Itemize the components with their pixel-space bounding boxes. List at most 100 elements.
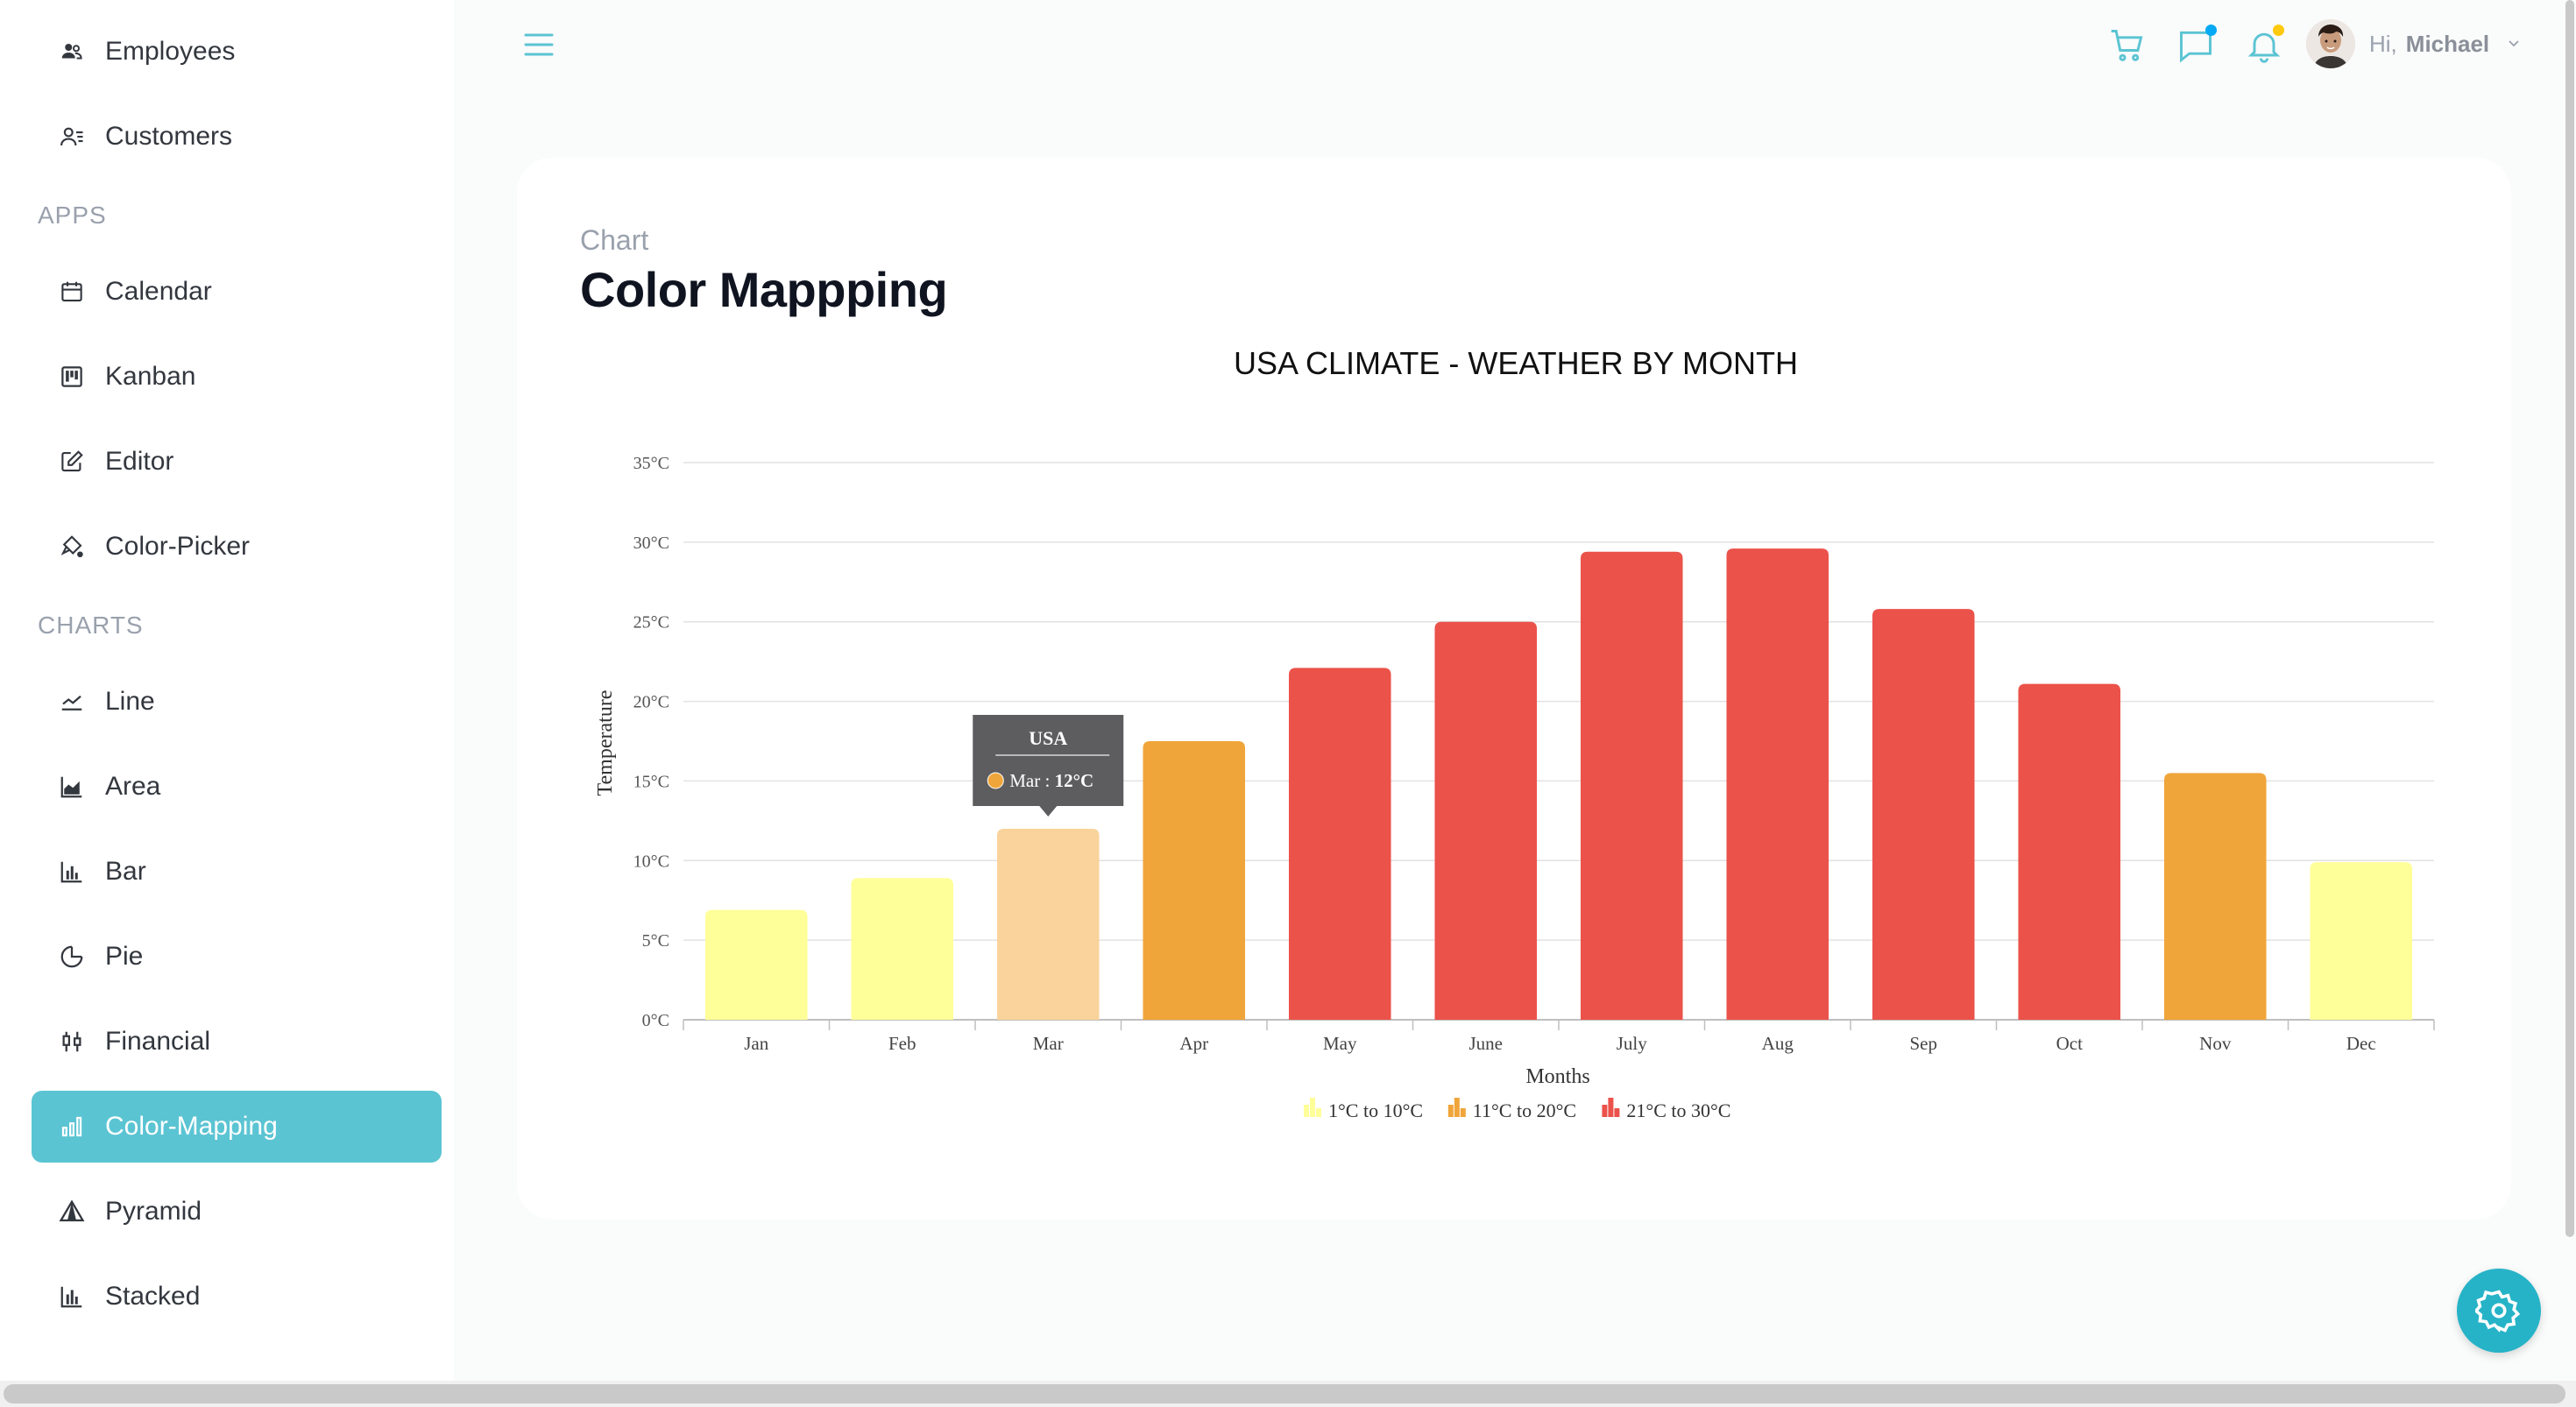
sidebar-item-pyramid[interactable]: Pyramid — [32, 1176, 442, 1248]
sidebar-item-color-picker[interactable]: Color-Picker — [32, 511, 442, 583]
legend-label: 1°C to 10°C — [1328, 1099, 1423, 1121]
cart-button[interactable] — [2108, 26, 2147, 65]
legend-label: 11°C to 20°C — [1473, 1099, 1576, 1121]
y-tick-label: 15°C — [633, 772, 669, 791]
notification-dot — [2273, 25, 2284, 36]
y-tick-label: 35°C — [633, 454, 669, 473]
settings-button[interactable] — [2457, 1269, 2541, 1353]
legend-swatch — [1614, 1108, 1620, 1117]
sidebar-item-financial[interactable]: Financial — [32, 1006, 442, 1078]
sidebar-item-label: Area — [105, 772, 161, 801]
sidebar-item-label: Bar — [105, 857, 146, 886]
menu-toggle-button[interactable] — [522, 30, 556, 60]
gear-icon — [2475, 1290, 2521, 1333]
sidebar-item-area[interactable]: Area — [32, 751, 442, 823]
sidebar-item-customers[interactable]: Customers — [32, 101, 442, 173]
sidebar-item-stacked[interactable]: Stacked — [32, 1261, 442, 1333]
x-tick-label: June — [1469, 1033, 1504, 1054]
user-profile[interactable]: Hi, Michael — [2306, 18, 2523, 70]
kanban-icon — [32, 364, 105, 390]
sidebar-item-label: Color-Mapping — [105, 1112, 278, 1141]
y-tick-label: 5°C — [642, 931, 669, 951]
y-tick-label: 25°C — [633, 613, 669, 633]
sidebar-item-label: Customers — [105, 122, 233, 151]
sidebar-item-editor[interactable]: Editor — [32, 426, 442, 498]
x-axis: Jan Feb Mar Apr May June July Aug Sep Oct Nov Dec — [683, 1020, 2435, 1054]
tooltip-value: Mar : 12°C — [1009, 770, 1093, 791]
notifications-button[interactable] — [2245, 25, 2284, 65]
legend-swatch — [1608, 1098, 1614, 1117]
sidebar-item-pie[interactable]: Pie — [32, 921, 442, 993]
sidebar-item-label: Calendar — [105, 277, 212, 306]
area-chart-icon — [32, 774, 105, 800]
chat-notification-dot — [2205, 25, 2217, 36]
sidebar: Employees Customers APPS Calendar Kanban… — [0, 0, 454, 1381]
x-tick-label: May — [1323, 1033, 1357, 1054]
bar-aug — [1726, 548, 1829, 1020]
tooltip-header: USA — [1029, 727, 1067, 749]
financial-icon — [32, 1029, 105, 1055]
sidebar-item-label: Pyramid — [105, 1197, 202, 1226]
chart-title: USA CLIMATE - WEATHER BY MONTH — [1234, 345, 1798, 381]
chart-tooltip: USA Mar : 12°C — [973, 714, 1124, 817]
tooltip-box — [973, 714, 1124, 817]
sidebar-item-color-mapping[interactable]: Color-Mapping — [32, 1091, 442, 1163]
sidebar-item-line[interactable]: Line — [32, 666, 442, 738]
bar-dec — [2310, 862, 2413, 1020]
sidebar-item-bar[interactable]: Bar — [32, 836, 442, 908]
sidebar-item-label: Line — [105, 687, 155, 716]
legend-swatch — [1447, 1105, 1454, 1117]
sidebar-item-label: Color-Picker — [105, 532, 251, 561]
x-tick-label: Nov — [2199, 1033, 2232, 1054]
legend-swatch — [1454, 1098, 1460, 1117]
x-tick-label: Sep — [1910, 1033, 1938, 1054]
legend-swatch — [1460, 1108, 1466, 1117]
y-tick-label: 10°C — [633, 852, 669, 871]
sidebar-item-label: Kanban — [105, 362, 196, 391]
sidebar-item-employees[interactable]: Employees — [32, 16, 442, 88]
horizontal-scrollbar[interactable] — [0, 1381, 2576, 1407]
stacked-chart-icon — [32, 1283, 105, 1310]
x-tick-label: Mar — [1033, 1033, 1064, 1054]
calendar-icon — [32, 279, 105, 305]
bar-feb — [851, 878, 954, 1020]
sidebar-item-label: Financial — [105, 1027, 211, 1056]
editor-icon — [32, 449, 105, 475]
bar-july — [1580, 551, 1683, 1020]
bar-june — [1434, 621, 1538, 1020]
legend-swatch — [1304, 1105, 1309, 1117]
legend-swatch — [1602, 1105, 1608, 1117]
x-tick-label: Aug — [1762, 1033, 1794, 1054]
menu-icon — [524, 33, 554, 56]
legend-swatch — [1310, 1098, 1315, 1117]
username: Michael — [2405, 30, 2490, 57]
tooltip-marker — [987, 772, 1004, 789]
sidebar-item-label: Editor — [105, 447, 174, 476]
legend-item: 1°C to 10°C — [1304, 1098, 1423, 1121]
sidebar-item-label: Pie — [105, 942, 144, 971]
bar-oct — [2018, 683, 2121, 1020]
bar-mar — [996, 828, 1100, 1020]
legend-item: 21°C to 30°C — [1602, 1098, 1730, 1121]
page-title: Color Mappping — [580, 262, 948, 317]
chevron-down-icon — [2509, 40, 2519, 47]
x-tick-label: July — [1617, 1033, 1648, 1054]
legend-item: 11°C to 20°C — [1447, 1098, 1576, 1121]
pie-chart-icon — [32, 944, 105, 970]
sidebar-item-label: Stacked — [105, 1282, 201, 1311]
x-axis-title: Months — [1525, 1065, 1589, 1088]
x-tick-label: Dec — [2346, 1033, 2376, 1054]
color-mapping-chart: USA CLIMATE - WEATHER BY MONTH 0°C 5°C 10°… — [594, 345, 2435, 1121]
horizontal-scrollbar-thumb[interactable] — [4, 1384, 2565, 1403]
chat-button[interactable] — [2176, 25, 2217, 65]
bar-sep — [1872, 609, 1975, 1020]
color-picker-icon — [32, 534, 105, 560]
sidebar-item-kanban[interactable]: Kanban — [32, 341, 442, 413]
y-tick-label: 20°C — [633, 693, 669, 712]
vertical-scrollbar-thumb[interactable] — [2565, 0, 2574, 1237]
legend-label: 21°C to 30°C — [1626, 1099, 1730, 1121]
x-tick-label: Oct — [2056, 1033, 2083, 1054]
x-tick-label: Feb — [888, 1033, 916, 1054]
sidebar-item-calendar[interactable]: Calendar — [32, 256, 442, 328]
bar-nov — [2163, 773, 2267, 1020]
